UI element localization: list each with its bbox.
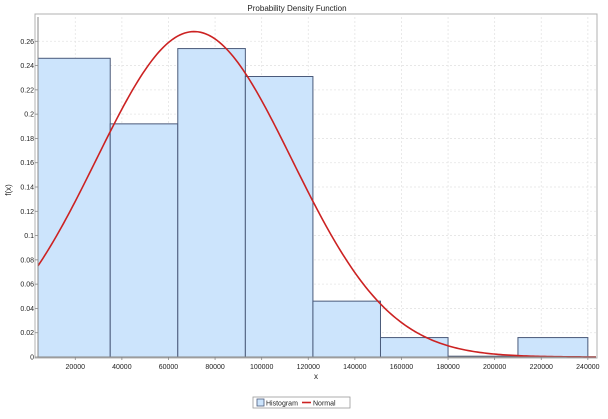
y-axis-ticks: 0 0.02 0.04 0.06 0.08 0.1 0.12 0.14 0.16 0.18 0.2 0… [20,39,38,362]
x-tick-label: 120000 [297,364,320,371]
normal-curve-line [37,30,597,358]
histogram-bar [244,76,314,358]
y-tick-label: 0.18 [20,136,34,143]
legend-histogram-swatch [256,398,265,407]
y-tick-label: 0.02 [20,330,34,337]
histogram-bar [312,300,381,358]
x-tick-label: 40000 [112,364,132,371]
x-tick-label: 20000 [66,364,86,371]
y-tick-label: 0.06 [20,282,34,289]
y-tick-label: 0.24 [20,63,34,70]
y-tick-label: 0 [30,355,34,362]
y-tick-label: 0.04 [20,306,34,313]
legend-frame [252,396,351,409]
y-tick-label: 0.14 [20,185,34,192]
legend-histogram-label: Histogram [266,401,298,408]
x-tick-label: 180000 [436,364,459,371]
chart-title: Probability Density Function [247,4,346,13]
y-axis-label: f(x) [4,184,13,196]
histogram-bar [177,48,246,358]
x-tick-label: 220000 [530,364,553,371]
histogram-bar [517,337,589,358]
y-tick-label: 0.12 [20,209,34,216]
x-tick-label: 200000 [483,364,506,371]
y-tick-label: 0.26 [20,39,34,46]
x-tick-label: 80000 [205,364,225,371]
histogram-bar [109,123,179,358]
histogram-bar [37,57,111,358]
x-axis-label: x [314,372,318,381]
legend-normal-label: Normal [313,401,336,408]
x-axis-ticks: 20000 40000 60000 80000 100000 120000 140000 16… [66,357,600,371]
y-tick-label: 0.2 [24,112,34,119]
histogram-bar [379,337,449,358]
x-tick-label: 60000 [159,364,179,371]
x-tick-label: 240000 [576,364,599,371]
y-tick-label: 0.1 [24,233,34,240]
y-tick-label: 0.08 [20,257,34,264]
y-tick-label: 0.16 [20,160,34,167]
histogram-bars [37,48,589,358]
legend: Histogram Normal [252,396,351,409]
y-tick-label: 0.22 [20,87,34,94]
x-tick-label: 160000 [390,364,413,371]
x-tick-label: 140000 [343,364,366,371]
x-tick-label: 100000 [250,364,273,371]
